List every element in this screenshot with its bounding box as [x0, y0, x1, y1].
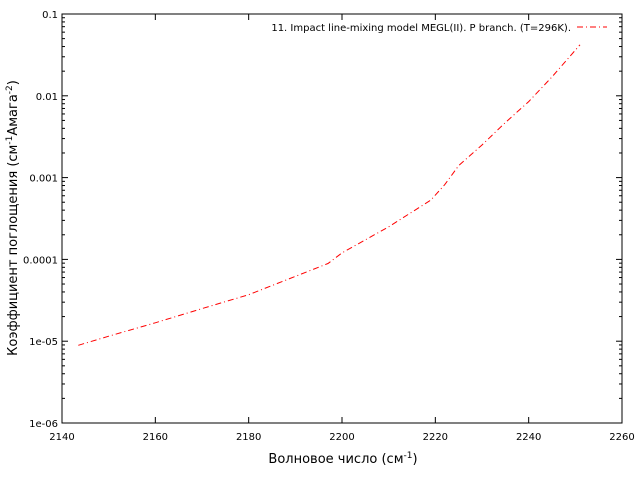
x-tick-label: 2260 [609, 432, 634, 443]
x-tick-label: 2180 [236, 432, 261, 443]
y-tick-label: 0.0001 [23, 255, 58, 266]
legend: 11. Impact line-mixing model MEGL(II). P… [271, 23, 607, 34]
plot-frame [61, 13, 623, 424]
x-axis-ticks: 2140 2160 2180 2200 2220 2240 2260 [49, 14, 635, 443]
y-tick-label: 1e-05 [29, 337, 58, 348]
y-axis-label: Коэффициент поглощения (см-1Амага-2) [5, 80, 21, 356]
y-axis-ticks: 1e-06 1e-05 0.0001 0.001 0.01 0.1 [23, 10, 622, 430]
x-tick-label: 2240 [516, 432, 541, 443]
y-tick-label: 0.01 [36, 92, 58, 103]
series-layer [78, 44, 581, 346]
y-tick-label: 1e-06 [29, 419, 58, 430]
y-tick-label: 0.001 [29, 174, 58, 185]
legend-entry-label: 11. Impact line-mixing model MEGL(II). P… [271, 23, 571, 34]
x-tick-label: 2220 [423, 432, 448, 443]
x-tick-label: 2200 [329, 432, 354, 443]
x-axis-label: Волновое число (см-1) [268, 451, 417, 467]
x-tick-label: 2160 [143, 432, 168, 443]
series-line [78, 44, 581, 346]
y-tick-label: 0.1 [42, 10, 58, 21]
x-tick-label: 2140 [49, 432, 74, 443]
